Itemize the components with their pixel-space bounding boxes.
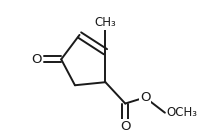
Text: OCH₃: OCH₃ — [166, 106, 197, 119]
Text: CH₃: CH₃ — [95, 16, 116, 29]
Text: O: O — [140, 91, 150, 104]
Text: O: O — [120, 120, 130, 133]
Text: O: O — [31, 53, 41, 66]
